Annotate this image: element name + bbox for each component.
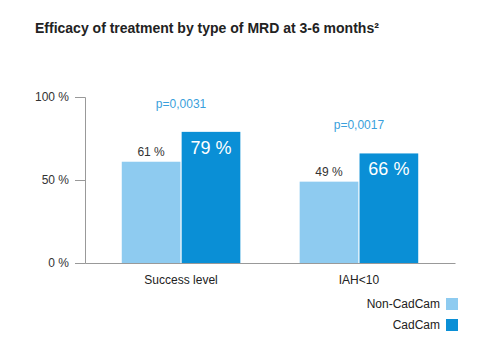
y-tick: 50 % bbox=[42, 173, 85, 187]
data-labels: 61 % 49 % 79 % 66 % bbox=[137, 138, 409, 180]
x-tick: Success level bbox=[144, 273, 217, 287]
legend-label: Non-CadCam bbox=[367, 297, 440, 311]
chart: Efficacy of treatment by type of MRD at … bbox=[0, 0, 484, 348]
y-axis: 0 % 50 % 100 % bbox=[35, 90, 86, 270]
bar bbox=[360, 153, 419, 263]
y-tick-label: 100 % bbox=[35, 90, 69, 104]
x-tick: IAH<10 bbox=[339, 273, 380, 287]
y-axis-line bbox=[75, 98, 86, 264]
data-label: 79 % bbox=[190, 138, 231, 158]
y-tick: 0 % bbox=[48, 256, 85, 270]
legend-label: CadCam bbox=[393, 318, 440, 332]
annotation: p=0,0017 bbox=[334, 118, 385, 132]
x-axis-line bbox=[86, 263, 456, 264]
data-label: 49 % bbox=[315, 165, 343, 179]
data-label: 61 % bbox=[137, 145, 165, 159]
bar bbox=[182, 132, 241, 263]
y-tick-mark bbox=[75, 97, 85, 98]
bar bbox=[300, 182, 359, 263]
title: Efficacy of treatment by type of MRD at … bbox=[35, 20, 379, 36]
y-tick-label: 50 % bbox=[42, 173, 70, 187]
y-tick-mark bbox=[75, 180, 85, 181]
y-tick-mark bbox=[75, 263, 85, 264]
x-tick-label: IAH<10 bbox=[339, 273, 380, 287]
y-tick-label: 0 % bbox=[48, 256, 69, 270]
data-label: 66 % bbox=[368, 159, 409, 179]
y-tick: 100 % bbox=[35, 90, 85, 104]
bar bbox=[122, 162, 181, 263]
annotations: p=0,0031 p=0,0017 bbox=[156, 97, 385, 133]
legend: Non-CadCam CadCam bbox=[367, 297, 458, 332]
x-axis: Success level IAH<10 bbox=[86, 264, 456, 287]
bars bbox=[122, 132, 418, 263]
x-tick-label: Success level bbox=[144, 273, 217, 287]
legend-swatch bbox=[446, 319, 458, 331]
annotation: p=0,0031 bbox=[156, 97, 207, 111]
legend-swatch bbox=[446, 298, 458, 310]
